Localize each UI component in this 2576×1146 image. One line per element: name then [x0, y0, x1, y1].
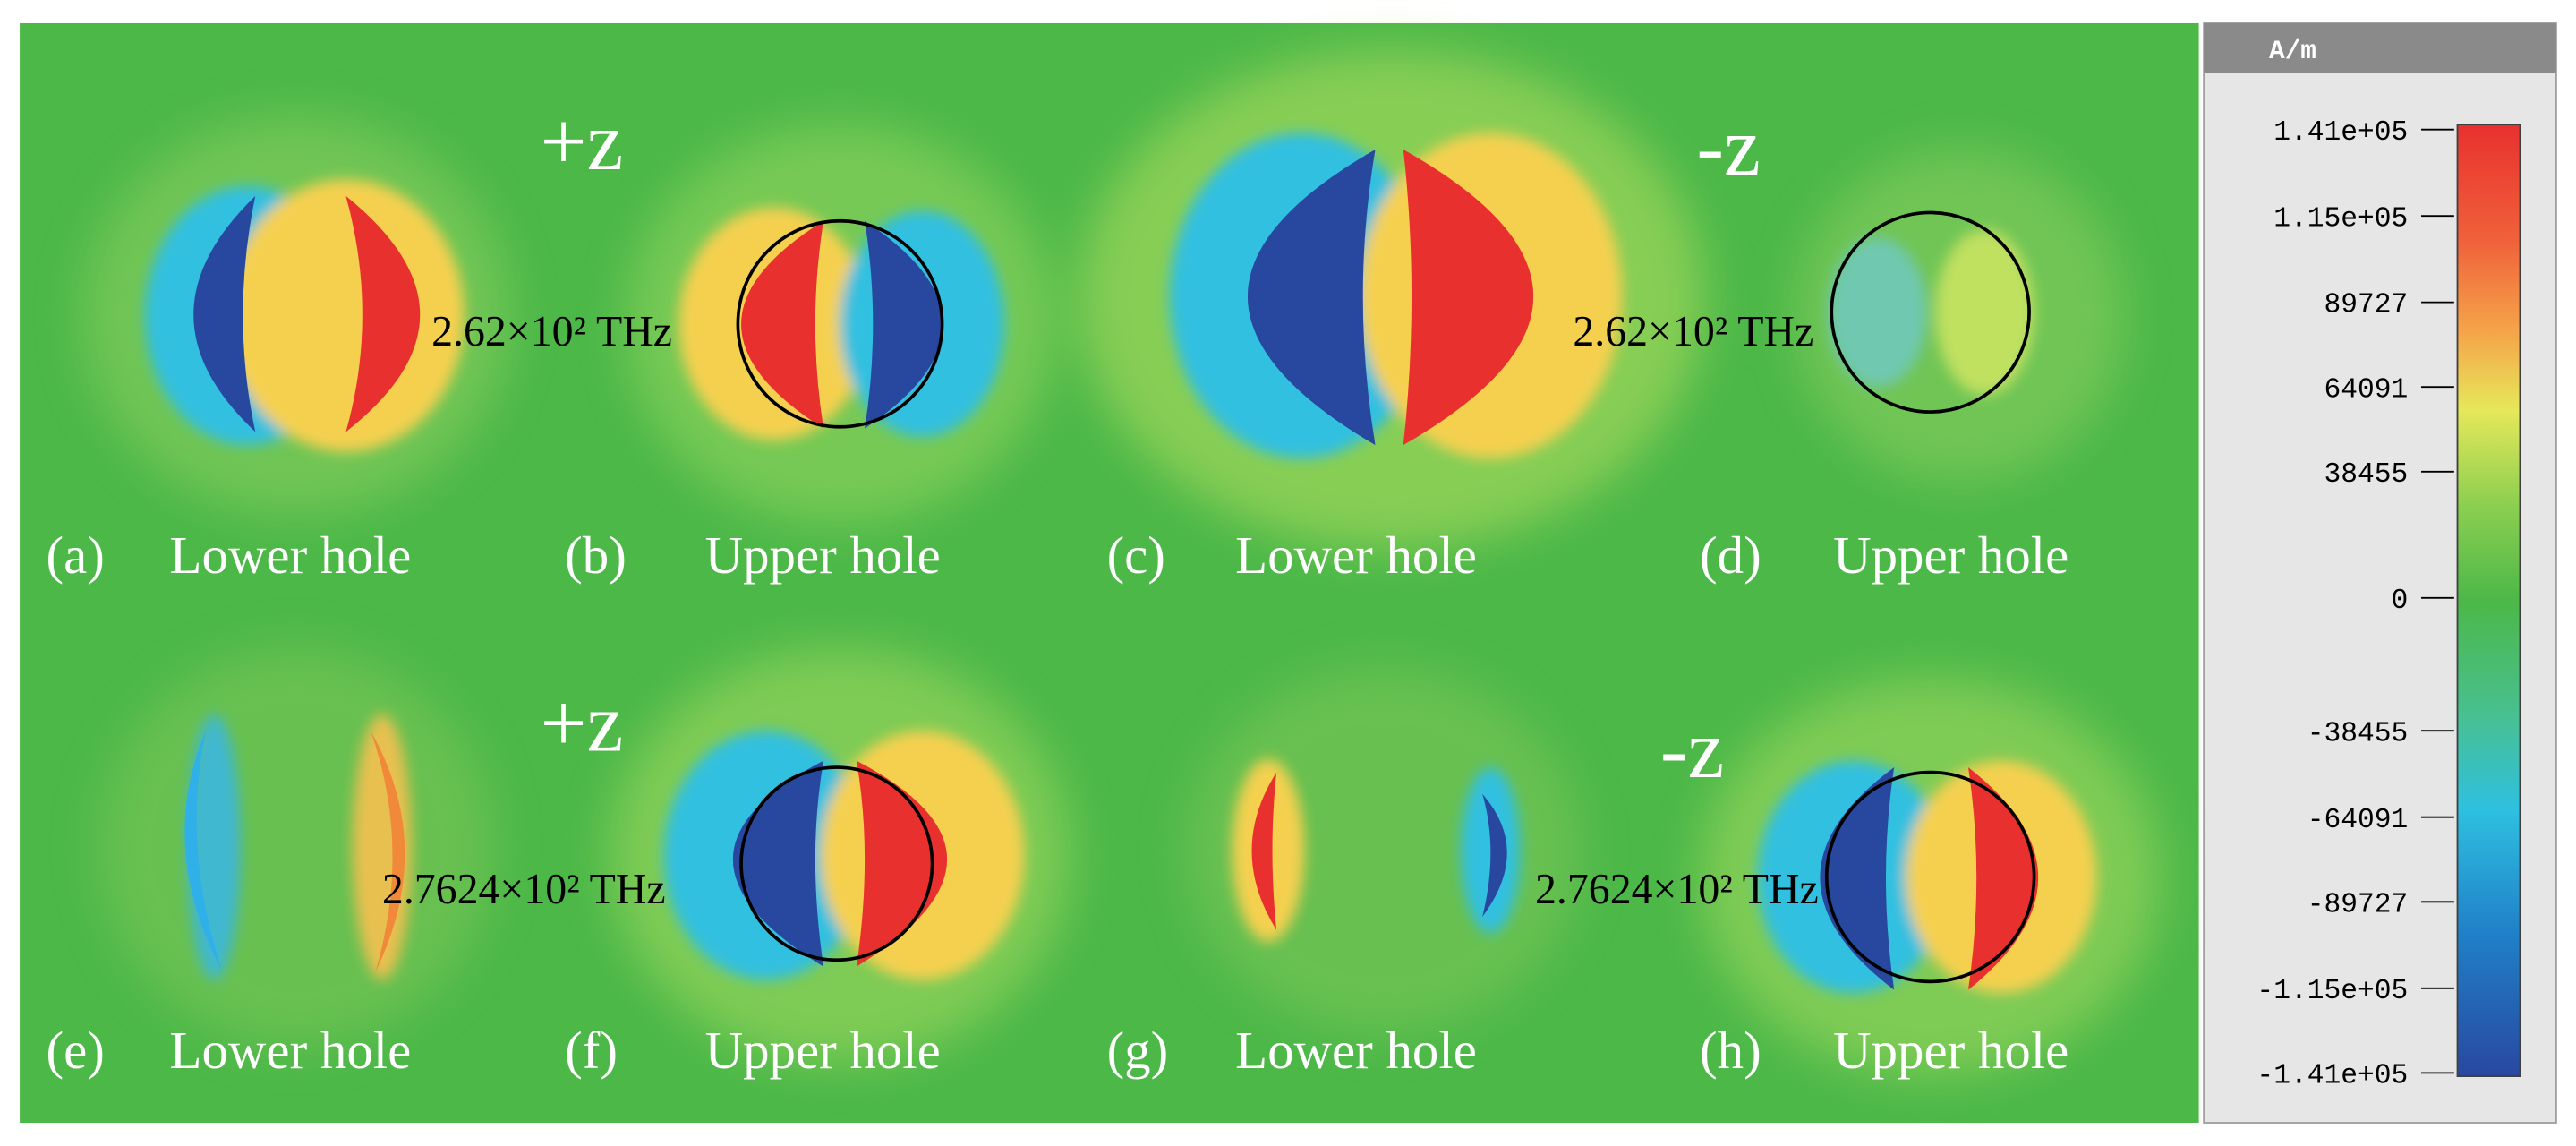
panel-caption: Lower hole	[170, 1021, 412, 1080]
panel-caption: Upper hole	[705, 1021, 941, 1080]
direction-label: -z	[1696, 100, 1760, 192]
direction-label: -z	[1660, 704, 1724, 795]
panel-label: (b)	[565, 526, 627, 585]
colorbar-tick-label: -1.41e+05	[2256, 1060, 2408, 1091]
frequency-label: 2.62×10² THz	[1573, 308, 1813, 355]
colorbar-header	[2204, 22, 2556, 73]
labels: (a) Lower hole (b) Upper hole (c) Lower hole (…	[47, 96, 2069, 1080]
colorbar-unit: A/m	[2269, 36, 2316, 66]
frequency-label: 2.62×10² THz	[431, 308, 672, 355]
colorbar-tick-label: -64091	[2307, 805, 2409, 836]
panel-caption: Lower hole	[1235, 1021, 1477, 1080]
colorbar-tick-label: 38455	[2324, 459, 2408, 491]
panel-caption: Upper hole	[1833, 526, 2068, 585]
panel-label: (f)	[565, 1021, 618, 1080]
panel-caption: Lower hole	[1235, 526, 1477, 585]
colorbar	[2456, 124, 2521, 1078]
colorbar-tick-label: 64091	[2324, 374, 2408, 406]
colorbar-tick-label: 0	[2392, 586, 2409, 617]
field-plots	[82, 49, 2162, 1077]
panel-caption: Upper hole	[705, 526, 941, 585]
frequency-label: 2.7624×10² THz	[382, 866, 666, 913]
panel-label: (e)	[47, 1021, 105, 1080]
panel-label: (c)	[1107, 526, 1165, 585]
panel-caption: Lower hole	[170, 526, 412, 585]
panel-label: (h)	[1700, 1021, 1761, 1080]
colorbar-tick-label: -1.15e+05	[2256, 976, 2408, 1007]
panel-label: (g)	[1107, 1021, 1169, 1080]
direction-label: +z	[541, 96, 624, 187]
colorbar-tick-label: 1.41e+05	[2273, 117, 2408, 149]
colorbar-tick-label: -38455	[2307, 718, 2409, 749]
colorbar-tick-label: 89727	[2324, 290, 2408, 321]
panel-label: (d)	[1700, 526, 1761, 585]
panel-caption: Upper hole	[1833, 1021, 2068, 1080]
colorbar-tick-label: -89727	[2307, 889, 2409, 920]
frequency-label: 2.7624×10² THz	[1535, 866, 1819, 913]
direction-label: +z	[541, 677, 624, 768]
colorbar-tick-label: 1.15e+05	[2273, 203, 2408, 235]
panel-label: (a)	[47, 526, 105, 585]
colorbar-ticks: 1.41e+05 1.15e+05 89727 64091 38455 0 -38455 -6…	[2256, 117, 2454, 1092]
